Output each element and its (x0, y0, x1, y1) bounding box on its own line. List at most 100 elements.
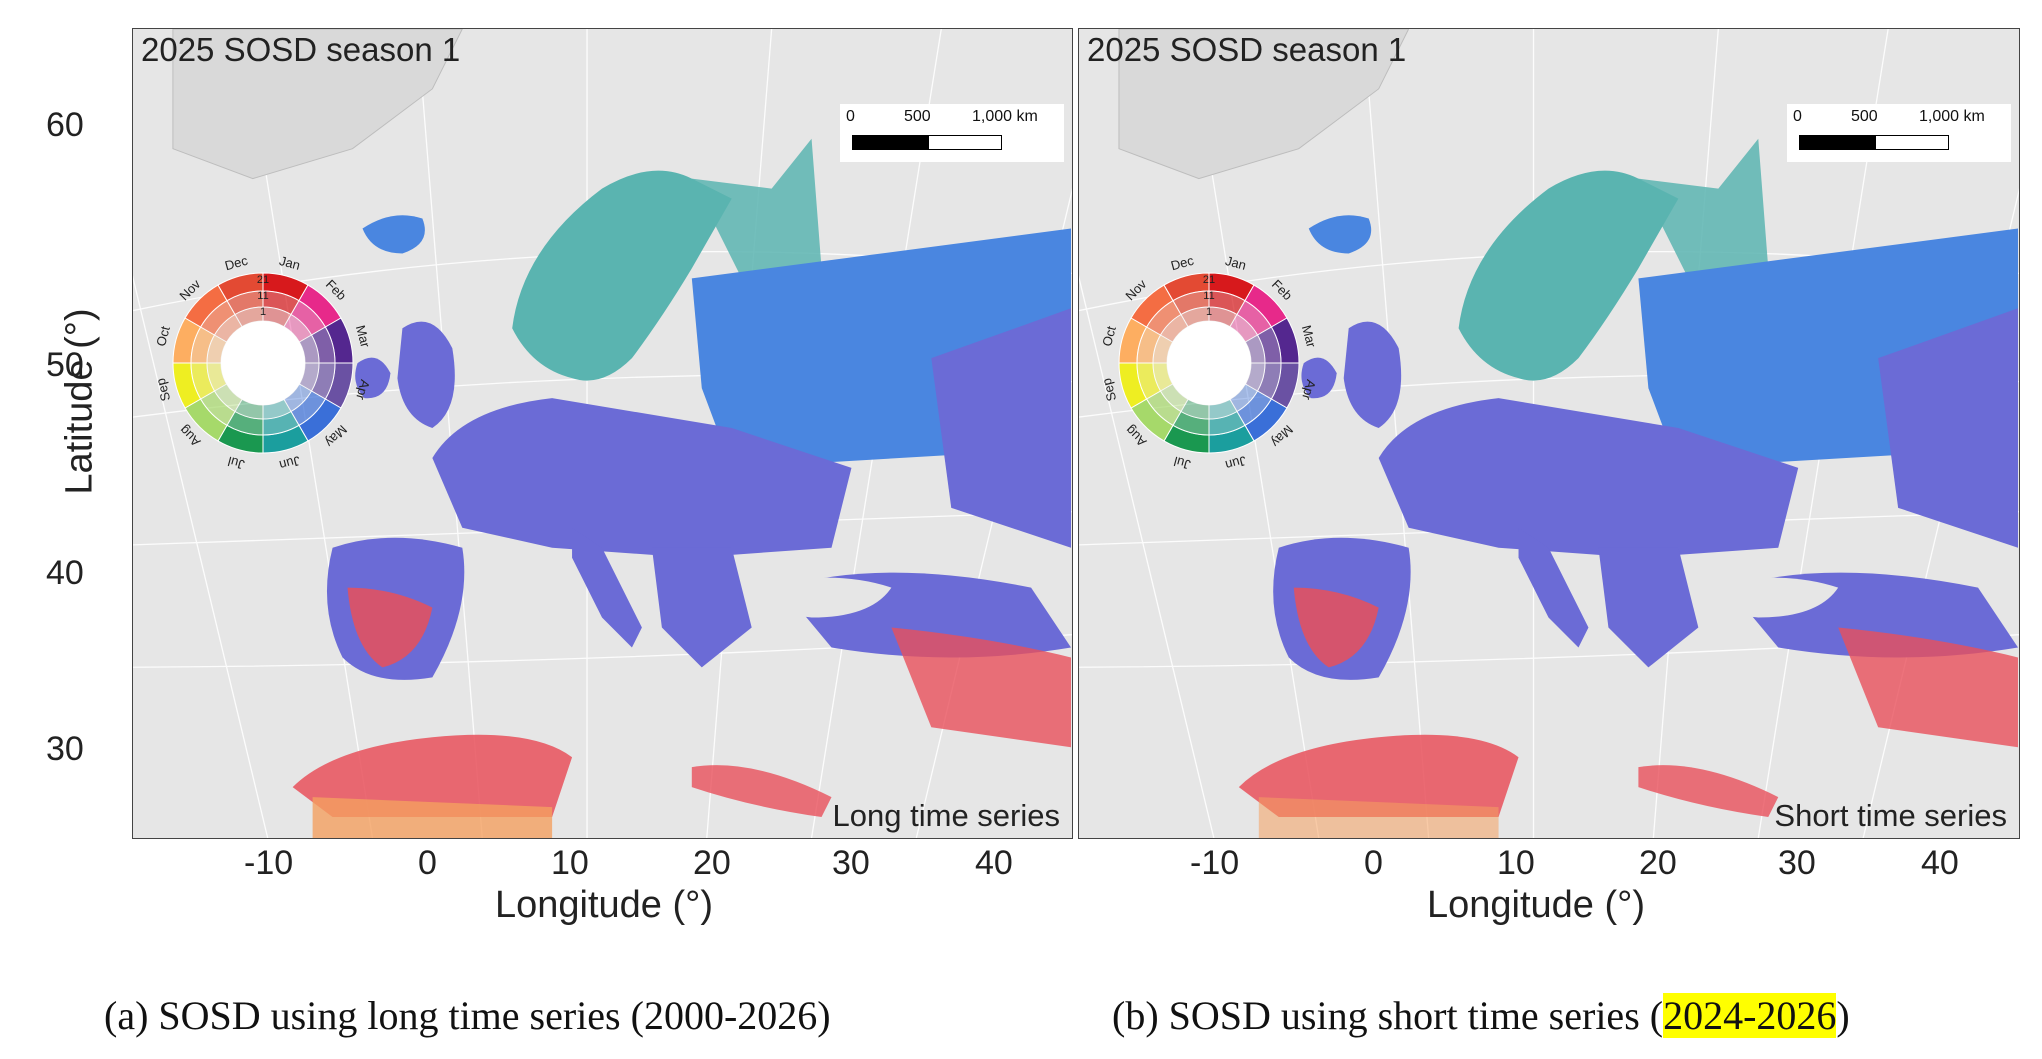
scale-label-500: 500 (904, 108, 931, 125)
scale-label-1000: 1,000 km (972, 108, 1038, 125)
scale-bar-black (852, 135, 928, 150)
wheel-center (221, 321, 305, 405)
month-color-wheel-b: JanFebMarAprMayJunJulAugSepOctNovDec2111… (1099, 253, 1320, 473)
balkans-shape (1598, 547, 1699, 668)
caption-a-prefix: (a) SOSD using long time series ( (104, 993, 644, 1038)
caption-a-period: 2000-2026 (643, 993, 818, 1038)
scandinavia-shape (1458, 170, 1679, 381)
x-tick-b-20: 20 (1639, 844, 1677, 882)
sahara-edge-shape (312, 797, 553, 838)
iceland-shape (1308, 215, 1372, 254)
balkans-shape (651, 547, 752, 668)
month-label: Mar (1299, 323, 1319, 349)
libya-coast-shape (691, 765, 832, 818)
europe-map-b (1079, 29, 2019, 838)
scale-label-0: 0 (1793, 108, 1802, 125)
central-europe-shape (1378, 398, 1799, 558)
month-label: Jul (226, 454, 246, 473)
y-tick-30: 30 (46, 730, 84, 768)
x-axis-title-a: Longitude (°) (495, 884, 713, 926)
month-label: Sep (153, 377, 173, 403)
scale-label-0: 0 (846, 108, 855, 125)
europe-map-a (133, 29, 1072, 838)
month-label: Jan (278, 253, 302, 273)
greenland-shape (172, 29, 463, 180)
month-color-wheel-a: JanFebMarAprMayJunJulAugSepOctNovDec2111… (153, 253, 374, 473)
month-label: Dec (1169, 253, 1196, 274)
day-label: 1 (1206, 306, 1212, 318)
caption-a: (a) SOSD using long time series (2000-20… (104, 992, 831, 1039)
east-shape (931, 308, 1072, 548)
caption-b-suffix: ) (1836, 993, 1850, 1038)
wheel-segment (226, 290, 264, 316)
iceland-shape (362, 215, 425, 254)
map-panel-a: 2025 SOSD season 1 0 500 1,000 km Jan Feb… (132, 28, 1073, 839)
great-britain-shape (397, 321, 455, 429)
y-tick-50: 50 (46, 346, 84, 384)
series-label-b: Short time series (1774, 798, 2007, 833)
day-label: 1 (260, 306, 266, 318)
wheel-segment (1172, 290, 1210, 316)
x-tick-b-10: 10 (1497, 844, 1535, 882)
east-shape (1878, 308, 2019, 548)
day-label: 21 (1203, 274, 1215, 286)
scale-bar-black (1799, 135, 1875, 150)
x-tick-a-0: 0 (418, 844, 437, 882)
scale-bar-white (1875, 135, 1949, 150)
month-label: Jun (278, 453, 302, 473)
meridian-line (416, 29, 483, 838)
x-tick-a-40: 40 (975, 844, 1013, 882)
ireland-shape (355, 357, 391, 399)
finland-shape (691, 138, 822, 279)
x-tick-a-10: 10 (551, 844, 589, 882)
month-label: Sep (1099, 377, 1119, 403)
y-tick-60: 60 (46, 106, 84, 144)
greenland-shape (1118, 29, 1410, 180)
season-title-b: 2025 SOSD season 1 (1087, 31, 1407, 68)
middle-east-shape (891, 627, 1072, 748)
month-label: Oct (1099, 324, 1119, 348)
x-tick-b-40: 40 (1921, 844, 1959, 882)
wheel-center (1167, 321, 1251, 405)
north-africa-west-shape (1238, 734, 1519, 818)
black-sea-shape (1698, 577, 1839, 618)
map-panel-b: 2025 SOSD season 1 0 500 1,000 km Jan Feb… (1078, 28, 2020, 839)
italy-shape (1518, 527, 1589, 648)
y-axis-title: Latitude (°) (58, 308, 101, 495)
day-label: 11 (1203, 290, 1214, 302)
meridian-line (1363, 29, 1430, 838)
sahara-edge-shape (1258, 797, 1499, 838)
x-tick-a-minus10: -10 (244, 844, 294, 882)
month-label: Apr (353, 378, 373, 402)
central-europe-shape (432, 398, 852, 558)
meridian-line (1079, 275, 1215, 838)
month-label: Jun (1224, 453, 1248, 473)
scale-label-500: 500 (1851, 108, 1878, 125)
x-tick-a-30: 30 (832, 844, 870, 882)
series-label-a: Long time series (832, 798, 1060, 833)
month-label: Jul (1172, 454, 1192, 473)
day-label: 11 (257, 290, 268, 302)
day-label: 21 (257, 274, 269, 286)
month-label: Dec (223, 253, 250, 274)
north-africa-west-shape (292, 734, 573, 818)
month-label: Mar (353, 323, 373, 349)
scale-bar-white (928, 135, 1002, 150)
scale-bar-b: 0 500 1,000 km (1787, 104, 2011, 162)
scandinavia-shape (512, 170, 732, 381)
italy-shape (572, 527, 642, 648)
y-tick-40: 40 (46, 554, 84, 592)
scale-label-1000: 1,000 km (1919, 108, 1985, 125)
x-tick-b-minus10: -10 (1190, 844, 1240, 882)
great-britain-shape (1343, 321, 1402, 429)
iberia-south-shape (1293, 587, 1379, 668)
x-tick-a-20: 20 (693, 844, 731, 882)
caption-b-prefix: (b) SOSD using short time series ( (1112, 993, 1664, 1038)
month-label: Jan (1224, 253, 1248, 273)
ireland-shape (1301, 357, 1337, 399)
middle-east-shape (1838, 627, 2019, 748)
black-sea-shape (751, 577, 892, 618)
iberia-south-shape (347, 587, 433, 668)
finland-shape (1638, 138, 1769, 279)
caption-b-period-highlight: 2024-2026 (1663, 993, 1837, 1038)
